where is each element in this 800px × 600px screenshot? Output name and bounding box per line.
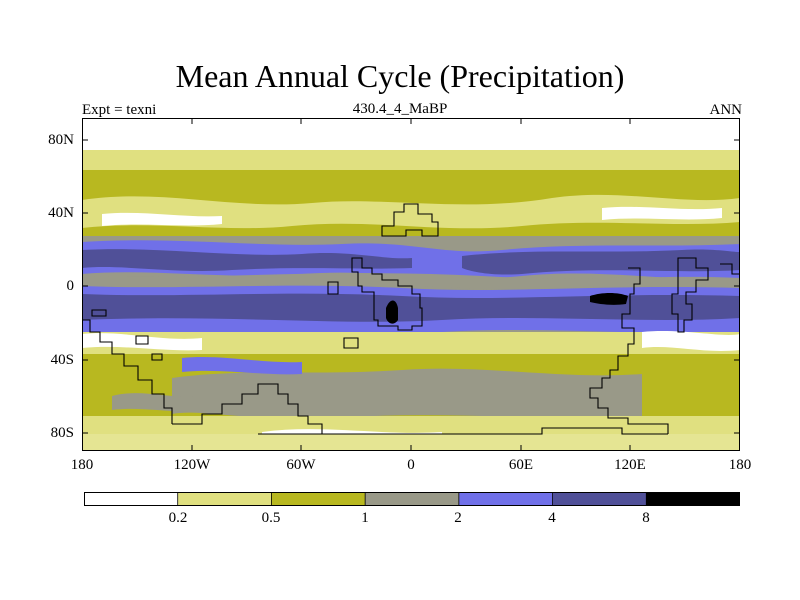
colorbar-label-1: 1 bbox=[361, 510, 369, 526]
coast-small-south bbox=[343, 337, 359, 349]
coast-far-east bbox=[720, 263, 740, 275]
coast-africa bbox=[351, 257, 423, 331]
coast-antarctic-base bbox=[258, 427, 668, 435]
itcz-north-dark-east bbox=[462, 249, 740, 275]
south-high-gray bbox=[112, 393, 202, 412]
lon-label-120e: 120E bbox=[614, 457, 646, 473]
tick-marks bbox=[82, 118, 740, 451]
lon-label-120w: 120W bbox=[173, 457, 211, 473]
max-precip-africa bbox=[386, 300, 398, 324]
colorbar-label-0-2: 0.2 bbox=[168, 510, 188, 526]
coast-small-west bbox=[327, 281, 339, 295]
subtropic-white-east bbox=[602, 206, 722, 220]
lon-label-0: 0 bbox=[407, 457, 415, 473]
plot-title: Mean Annual Cycle (Precipitation) bbox=[175, 58, 625, 94]
colorbar-box bbox=[84, 492, 179, 506]
colorbar bbox=[84, 492, 740, 506]
equator-gray-gap bbox=[82, 273, 740, 291]
colorbar-label-0-5: 0.5 bbox=[261, 510, 281, 526]
lon-label-60e: 60E bbox=[508, 457, 534, 473]
coast-pacific-island-2 bbox=[135, 335, 149, 345]
lat-label-0: 0 bbox=[66, 278, 75, 294]
band-south-polar bbox=[82, 434, 740, 451]
coast-south-america bbox=[82, 319, 173, 424]
south-mid-blue bbox=[182, 357, 302, 375]
lat-label-80s: 80S bbox=[50, 425, 74, 441]
colorbar-label-4: 4 bbox=[548, 510, 556, 526]
itcz-south-dark bbox=[82, 293, 740, 322]
lat-label-40s: 40S bbox=[50, 352, 74, 368]
coast-pacific-island-3 bbox=[151, 353, 163, 361]
itcz-north-dark bbox=[82, 249, 412, 271]
colorbar-box bbox=[271, 492, 367, 506]
coastlines bbox=[82, 203, 740, 435]
lat-label-80n: 80N bbox=[48, 132, 74, 148]
coast-asia bbox=[589, 267, 669, 434]
colorbar-box bbox=[552, 492, 648, 506]
season-label: ANN bbox=[709, 102, 743, 118]
colorbar-box bbox=[364, 492, 460, 506]
coast-north-block bbox=[381, 203, 439, 237]
precipitation-map bbox=[82, 118, 740, 451]
coast-east-block bbox=[671, 257, 709, 333]
coast-antarctic-west bbox=[172, 383, 323, 434]
max-precip-east bbox=[590, 293, 628, 305]
lon-label-180w: 180 bbox=[70, 457, 94, 473]
colorbar-box bbox=[177, 492, 273, 506]
south-mid-gray bbox=[172, 368, 642, 420]
period-label: 430.4_4_MaBP bbox=[352, 101, 448, 117]
subtropic-north-light bbox=[82, 194, 740, 229]
south-sub-white-east bbox=[642, 331, 740, 351]
coast-pacific-island bbox=[91, 309, 107, 317]
colorbar-label-8: 8 bbox=[642, 510, 650, 526]
band-south-high bbox=[82, 416, 740, 434]
lat-label-40n: 40N bbox=[48, 205, 74, 221]
colorbar-label-2: 2 bbox=[454, 510, 462, 526]
experiment-label: Expt = texni bbox=[82, 102, 157, 118]
colorbar-box bbox=[458, 492, 554, 506]
lon-label-60w: 60W bbox=[286, 457, 316, 473]
lon-label-180e: 180 bbox=[728, 457, 752, 473]
colorbar-box bbox=[645, 492, 740, 506]
subtropic-north-white bbox=[102, 212, 222, 226]
